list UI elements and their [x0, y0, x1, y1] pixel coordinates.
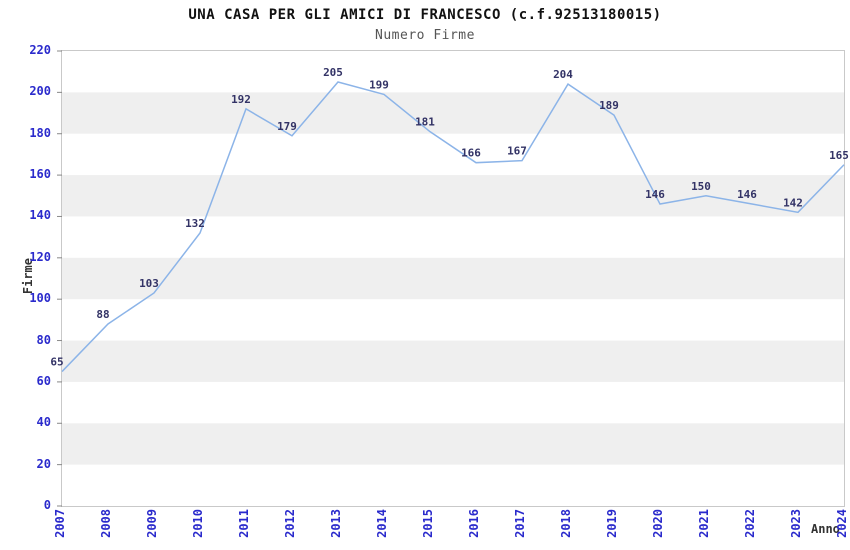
x-tick-label: 2018 — [559, 509, 573, 538]
y-tick-label: 0 — [43, 498, 51, 512]
y-tick-label: 40 — [36, 415, 51, 430]
chart-subtitle: Numero Firme — [375, 28, 475, 43]
x-tick-label: 2021 — [697, 509, 711, 538]
data-point-label: 167 — [507, 145, 527, 158]
x-axis-label: Anno — [811, 522, 840, 536]
data-point-label: 189 — [599, 99, 619, 112]
x-tick-label: 2011 — [237, 509, 251, 538]
line-chart-svg: 65 88 103 132 192 179 205 199 181 166 167 204 189 146… — [50, 50, 849, 507]
y-tick-label: 120 — [29, 249, 51, 264]
y-tick-label: 200 — [29, 84, 51, 99]
grid-band — [62, 175, 844, 217]
grid-band — [62, 257, 844, 300]
x-tick-label: 2015 — [421, 509, 435, 538]
data-point-label: 166 — [461, 147, 481, 160]
x-tick-label: 2012 — [283, 509, 297, 538]
x-tick-label: 2014 — [375, 509, 389, 538]
chart-title: UNA CASA PER GLI AMICI DI FRANCESCO (c.f… — [188, 7, 662, 23]
y-tick-label: 20 — [36, 456, 51, 471]
x-tick-label: 2008 — [99, 509, 113, 538]
x-tick-label: 2022 — [743, 509, 757, 538]
data-point-label: 146 — [737, 188, 757, 201]
data-point-label: 146 — [645, 188, 665, 201]
grid-band — [62, 340, 844, 382]
data-point-label: 65 — [50, 356, 63, 369]
data-point-label: 150 — [691, 180, 711, 193]
x-tick-label: 2020 — [651, 509, 665, 538]
data-point-label: 181 — [415, 116, 435, 129]
y-tick-label: 160 — [29, 167, 51, 182]
data-point-label: 142 — [783, 196, 803, 209]
data-point-label: 132 — [185, 217, 205, 230]
y-tick-label: 60 — [36, 373, 51, 388]
plot-area: 65 88 103 132 192 179 205 199 181 166 167 204 189 146… — [50, 50, 849, 507]
x-tick-label: 2023 — [789, 509, 803, 538]
y-tick-label: 80 — [36, 332, 51, 347]
data-point-label: 199 — [369, 78, 389, 91]
data-point-label: 205 — [323, 66, 343, 79]
x-tick-label: 2009 — [145, 509, 159, 538]
grid-band — [62, 423, 844, 465]
data-point-label: 165 — [829, 149, 849, 162]
data-point-label: 192 — [231, 93, 251, 106]
data-line — [61, 81, 845, 373]
y-tick-label: 220 — [29, 43, 51, 57]
data-point-label: 103 — [139, 277, 159, 290]
x-tick-label: 2024 — [835, 509, 849, 538]
data-point-label: 204 — [553, 68, 573, 81]
data-point-label: 88 — [96, 308, 109, 321]
grid-band — [62, 92, 844, 134]
y-tick-label: 140 — [29, 208, 51, 223]
y-tick-label: 180 — [29, 125, 51, 140]
data-point-label: 179 — [277, 120, 297, 133]
x-tick-label: 2016 — [467, 509, 481, 538]
x-tick-label: 2013 — [329, 509, 343, 538]
x-tick-label: 2007 — [53, 509, 67, 538]
x-tick-label: 2017 — [513, 509, 527, 538]
x-tick-label: 2010 — [191, 509, 205, 538]
x-tick-label: 2019 — [605, 509, 619, 538]
y-tick-label: 100 — [29, 291, 51, 306]
